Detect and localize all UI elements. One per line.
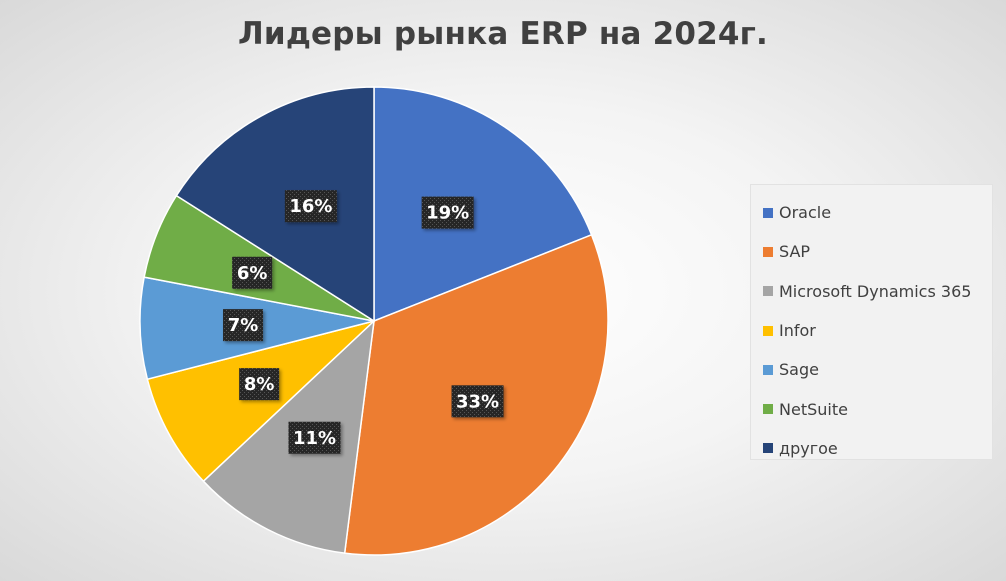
data-label-box xyxy=(284,190,337,223)
legend-swatch xyxy=(763,364,773,375)
legend-label: Infor xyxy=(779,321,816,341)
legend-swatch xyxy=(763,207,773,218)
pie-slice-3 xyxy=(146,320,375,483)
data-label-text: 33% xyxy=(456,391,499,412)
legend-item-2: Microsoft Dynamics 365 xyxy=(751,272,992,311)
legend-label: NetSuite xyxy=(779,399,848,419)
data-label-box xyxy=(232,256,273,289)
legend-label: SAP xyxy=(779,242,811,262)
data-label-box xyxy=(451,385,504,418)
data-label-6: 16% xyxy=(284,190,337,223)
data-label-box xyxy=(421,196,474,229)
data-label-box xyxy=(288,421,341,454)
legend-item-6: другое xyxy=(751,429,992,468)
legend-swatch xyxy=(763,443,773,454)
legend-item-0: Oracle xyxy=(751,193,992,232)
legend-item-3: Infor xyxy=(751,311,992,350)
data-label-5: 6% xyxy=(232,256,273,289)
pie-slice-0 xyxy=(373,86,593,323)
legend-item-4: Sage xyxy=(751,350,992,389)
data-label-text: 6% xyxy=(237,263,268,284)
legend-label: другое xyxy=(779,438,838,458)
legend-swatch xyxy=(763,325,773,336)
data-label-1: 33% xyxy=(451,385,504,418)
legend-item-1: SAP xyxy=(751,232,992,271)
data-label-3: 8% xyxy=(239,368,280,401)
data-label-box xyxy=(239,368,280,401)
legend-label: Microsoft Dynamics 365 xyxy=(779,281,972,301)
legend-item-5: NetSuite xyxy=(751,389,992,428)
data-label-box xyxy=(223,309,264,342)
data-label-text: 19% xyxy=(426,203,469,224)
data-label-text: 8% xyxy=(244,374,275,395)
data-label-text: 11% xyxy=(293,428,336,449)
legend-label: Oracle xyxy=(779,203,832,223)
data-label-2: 11% xyxy=(288,421,341,454)
data-label-text: 16% xyxy=(289,196,332,217)
legend: Oracle SAP Microsoft Dynamics 365 Infor Sage… xyxy=(750,184,993,460)
pie-slice-6 xyxy=(175,86,375,323)
data-label-text: 7% xyxy=(228,315,259,336)
legend-swatch xyxy=(763,286,773,297)
chart-title: Лидеры рынка ERP на 2024г. xyxy=(237,16,769,52)
data-label-0: 19% xyxy=(421,196,474,229)
legend-label: Sage xyxy=(779,360,819,380)
data-label-4: 7% xyxy=(223,309,264,342)
legend-swatch xyxy=(763,404,773,415)
legend-swatch xyxy=(763,246,773,257)
